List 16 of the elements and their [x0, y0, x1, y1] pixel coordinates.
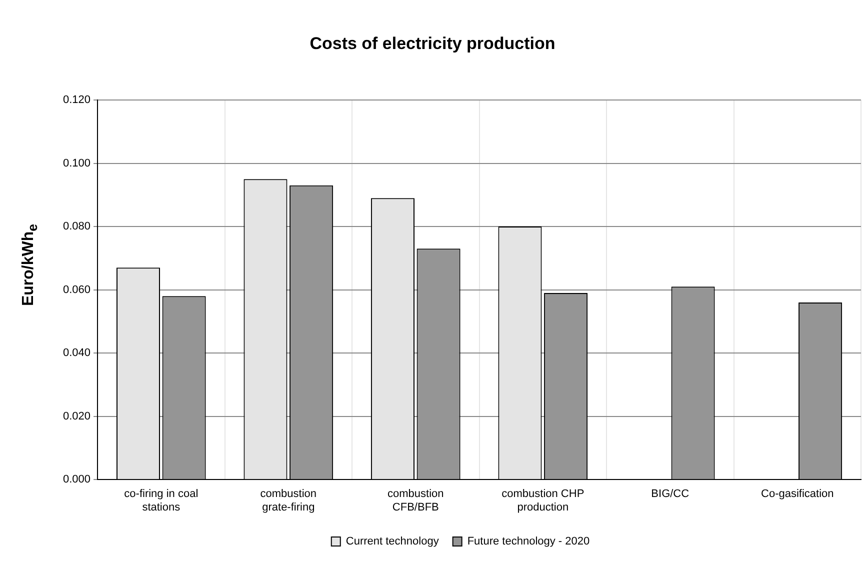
chart-title: Costs of electricity production — [308, 34, 556, 54]
legend-label: Future technology - 2020 — [467, 536, 590, 548]
y-tick-label: 0.040 — [62, 347, 91, 360]
y-tick-label: 0.020 — [62, 410, 91, 422]
y-tick-label: 0.080 — [62, 220, 91, 233]
x-tick-label: combustion CFB/BFB — [388, 488, 444, 514]
y-tick-label: 0.060 — [62, 284, 91, 296]
x-tick-label: Co-gasification — [760, 488, 834, 500]
x-tick-label: co-firing in coal stations — [124, 488, 198, 514]
legend-label: Current technology — [346, 536, 440, 548]
x-tick-label: combustion CHP production — [502, 488, 584, 514]
y-tick-label: 0.000 — [62, 474, 91, 486]
x-tick-label: combustion grate-firing — [260, 488, 317, 514]
y-tick-label: 0.120 — [62, 94, 91, 106]
y-tick-label: 0.100 — [62, 157, 91, 170]
x-tick-label: BIG/CC — [651, 488, 690, 500]
